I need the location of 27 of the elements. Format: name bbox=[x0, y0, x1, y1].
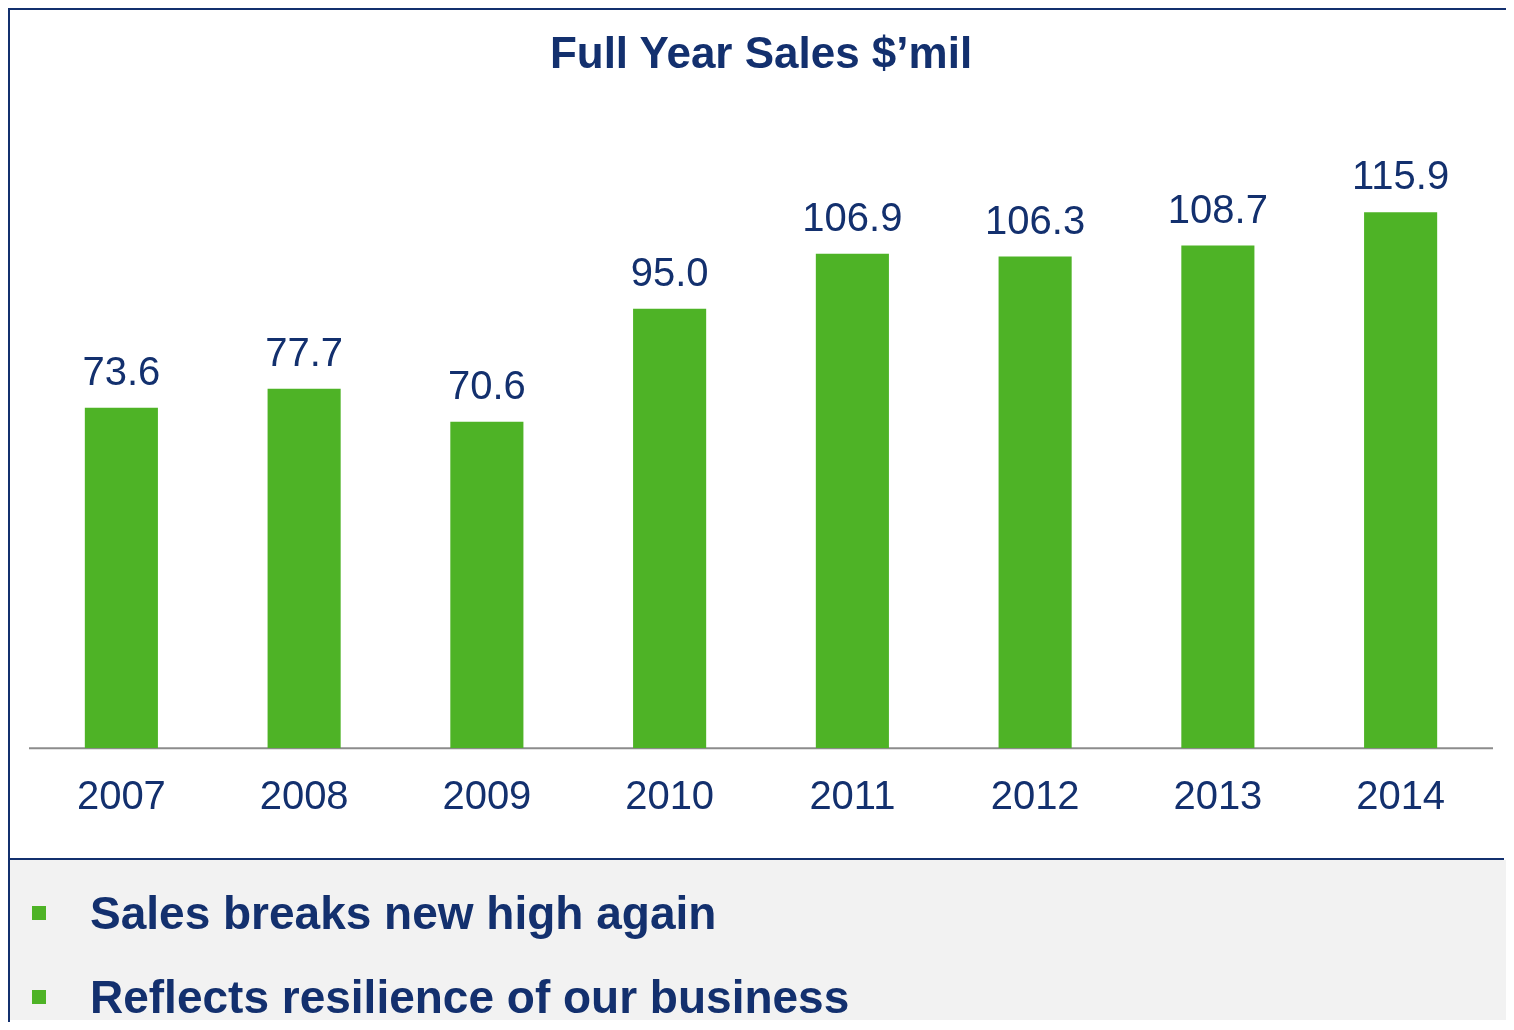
x-tick-label: 2009 bbox=[442, 773, 532, 818]
x-tick-label: 2012 bbox=[990, 773, 1080, 818]
x-tick-label: 2011 bbox=[809, 773, 896, 818]
chart-title: Full Year Sales $’mil bbox=[549, 28, 973, 78]
bar bbox=[998, 256, 1072, 749]
x-tick-label: 2010 bbox=[625, 773, 715, 818]
bar bbox=[815, 253, 889, 749]
bar bbox=[84, 407, 158, 749]
data-label: 108.7 bbox=[1167, 186, 1268, 231]
data-label: 106.3 bbox=[985, 197, 1086, 242]
x-tick-label: 2014 bbox=[1356, 773, 1446, 818]
data-label: 73.6 bbox=[82, 348, 161, 393]
bar bbox=[1364, 212, 1438, 749]
bar bbox=[633, 308, 707, 749]
data-label: 77.7 bbox=[265, 330, 344, 374]
data-label: 70.6 bbox=[447, 362, 526, 407]
data-label: 115.9 bbox=[1352, 153, 1450, 198]
x-tick-label: 2007 bbox=[76, 773, 166, 818]
bar bbox=[1181, 245, 1255, 749]
bar bbox=[450, 421, 524, 749]
text: Reflects resilience of our business bbox=[90, 970, 850, 1024]
x-tick-label: 2008 bbox=[259, 773, 349, 818]
data-label: 106.9 bbox=[802, 194, 903, 239]
x-tick-label: 2013 bbox=[1173, 773, 1263, 818]
bar bbox=[267, 388, 341, 749]
text: Sales breaks new high again bbox=[90, 886, 717, 940]
data-label: 95.0 bbox=[630, 249, 709, 294]
